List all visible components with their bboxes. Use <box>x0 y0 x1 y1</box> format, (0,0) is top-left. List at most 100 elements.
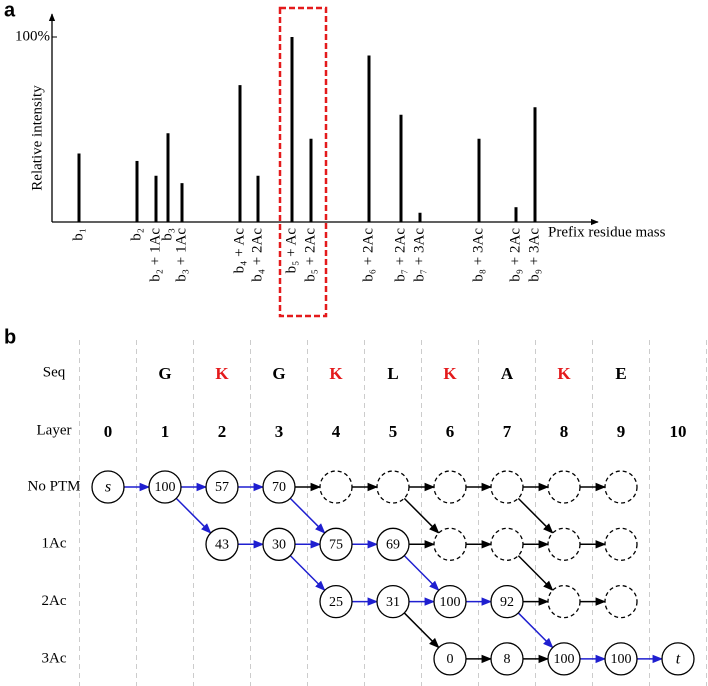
seq-letter: K <box>329 364 343 383</box>
x-tick-label: b₇ + 2Ac <box>392 228 408 282</box>
x-tick-label: b₁ <box>70 228 86 241</box>
node <box>547 470 581 504</box>
layer-number: 0 <box>104 422 113 441</box>
node <box>490 527 524 561</box>
edge <box>517 555 554 592</box>
node <box>148 470 182 504</box>
y-tick-label: 100% <box>15 28 50 44</box>
node-label: 0 <box>447 652 454 667</box>
row-label: 3Ac <box>42 650 67 666</box>
x-tick-label: b₃ <box>159 228 175 241</box>
edge <box>403 555 440 592</box>
node <box>319 470 353 504</box>
seq-letter: L <box>387 364 398 383</box>
node-label: 75 <box>329 538 343 553</box>
node <box>91 470 125 504</box>
node <box>547 642 581 676</box>
panel-label: a <box>4 0 16 21</box>
node <box>604 642 638 676</box>
node <box>433 584 467 619</box>
layer-number: 1 <box>161 422 170 441</box>
row-label: 1Ac <box>42 536 67 552</box>
edge <box>403 497 440 534</box>
layer-number: 10 <box>670 422 687 441</box>
row-label: Seq <box>43 364 66 380</box>
node-label: 100 <box>554 652 575 667</box>
node <box>490 470 524 504</box>
seq-letter: E <box>615 364 626 383</box>
node <box>376 527 410 561</box>
layer-number: 3 <box>275 422 284 441</box>
edge <box>289 555 326 592</box>
node <box>490 642 524 676</box>
x-tick-label: b₅ + Ac <box>283 228 299 274</box>
node <box>547 584 581 619</box>
seq-letter: G <box>158 364 171 383</box>
node-label: 31 <box>386 595 400 610</box>
node <box>490 584 524 619</box>
node <box>433 642 467 676</box>
x-tick-label: b₉ + 3Ac <box>526 228 542 282</box>
layer-number: 8 <box>560 422 569 441</box>
edge <box>289 497 326 534</box>
y-axis-label: Relative intensity <box>29 85 45 191</box>
node <box>604 584 638 619</box>
panel-label: b <box>4 326 16 348</box>
x-tick-label: b₃ + 1Ac <box>173 228 189 282</box>
seq-letter: K <box>443 364 457 383</box>
node <box>376 470 410 504</box>
seq-letter: A <box>501 364 514 383</box>
seq-letter: K <box>215 364 229 383</box>
node <box>319 584 353 619</box>
node <box>319 527 353 561</box>
layer-number: 6 <box>446 422 455 441</box>
node-label: 92 <box>500 595 514 610</box>
highlight-box <box>278 6 328 318</box>
node <box>262 527 296 561</box>
row-label: 2Ac <box>42 593 67 609</box>
node-label: 25 <box>329 595 343 610</box>
node-label: s <box>105 479 111 496</box>
x-tick-label: b₄ + 2Ac <box>249 228 265 282</box>
edge <box>517 612 554 649</box>
node <box>661 642 695 676</box>
node <box>433 470 467 504</box>
node-label: 69 <box>386 538 400 553</box>
node <box>376 584 410 619</box>
layer-number: 4 <box>332 422 341 441</box>
row-label: Layer <box>37 422 72 438</box>
edge <box>517 497 554 534</box>
node-label: 100 <box>440 595 461 610</box>
node-label: 57 <box>215 480 229 495</box>
node <box>205 527 239 561</box>
node-label: t <box>676 651 681 668</box>
seq-letter: K <box>557 364 571 383</box>
layer-number: 7 <box>503 422 512 441</box>
x-tick-label: b₂ + 1Ac <box>147 228 163 282</box>
node-label: 100 <box>611 652 632 667</box>
x-tick-label: b₇ + 3Ac <box>411 228 427 282</box>
layer-number: 5 <box>389 422 398 441</box>
node <box>604 527 638 561</box>
node <box>262 470 296 504</box>
x-axis-label: Prefix residue mass <box>548 224 666 240</box>
layer-number: 9 <box>617 422 626 441</box>
seq-letter: G <box>272 364 285 383</box>
x-tick-label: b₂ <box>128 228 144 241</box>
node-label: 8 <box>504 652 511 667</box>
node <box>205 470 239 504</box>
row-label: No PTM <box>28 478 81 494</box>
x-tick-label: b₉ + 2Ac <box>507 228 523 282</box>
node <box>604 470 638 504</box>
node-label: 100 <box>155 480 176 495</box>
layer-number: 2 <box>218 422 227 441</box>
node-label: 30 <box>272 538 286 553</box>
edge <box>403 612 440 649</box>
node <box>433 527 467 561</box>
x-tick-label: b₄ + Ac <box>231 228 247 274</box>
node-label: 70 <box>272 480 286 495</box>
node <box>547 527 581 561</box>
x-tick-label: b₅ + 2Ac <box>302 228 318 282</box>
